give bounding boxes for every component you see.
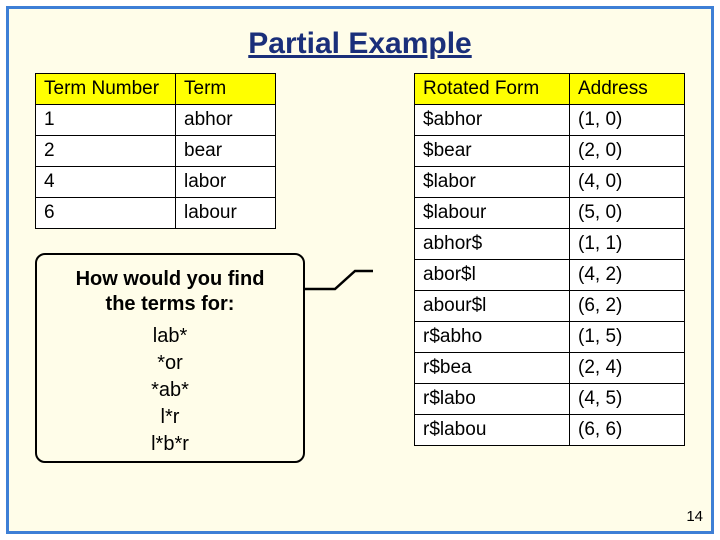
cell: (5, 0): [570, 198, 685, 229]
callout-line2: the terms for:: [106, 293, 235, 315]
page-number: 14: [686, 508, 703, 525]
table-row: $abhor(1, 0): [415, 105, 685, 136]
cell: bear: [176, 136, 276, 167]
pattern-item: lab*: [51, 323, 289, 350]
cell: $labor: [415, 167, 570, 198]
table-header-row: Term Number Term: [36, 74, 276, 105]
pattern-item: *or: [51, 350, 289, 377]
cell: (1, 5): [570, 322, 685, 353]
table-row: r$bea(2, 4): [415, 353, 685, 384]
table-row: r$abho(1, 5): [415, 322, 685, 353]
cell: (4, 5): [570, 384, 685, 415]
table-row: abour$l(6, 2): [415, 291, 685, 322]
cell: $labour: [415, 198, 570, 229]
cell: r$labo: [415, 384, 570, 415]
table-row: 6labour: [36, 198, 276, 229]
callout-patterns: lab* *or *ab* l*r l*b*r: [51, 323, 289, 458]
cell: labour: [176, 198, 276, 229]
table-row: 1abhor: [36, 105, 276, 136]
cell: r$labou: [415, 415, 570, 446]
col-address: Address: [570, 74, 685, 105]
callout-connector-icon: [305, 259, 375, 299]
table-row: abhor$(1, 1): [415, 229, 685, 260]
rotated-table: Rotated Form Address $abhor(1, 0) $bear(…: [414, 73, 685, 446]
callout-line1: How would you find: [76, 268, 265, 290]
cell: (2, 0): [570, 136, 685, 167]
pattern-item: l*b*r: [51, 431, 289, 458]
table-row: 4labor: [36, 167, 276, 198]
cell: r$abho: [415, 322, 570, 353]
terms-table: Term Number Term 1abhor 2bear 4labor 6la…: [35, 73, 276, 229]
table-row: r$labou(6, 6): [415, 415, 685, 446]
table-row: 2bear: [36, 136, 276, 167]
cell: r$bea: [415, 353, 570, 384]
pattern-item: l*r: [51, 404, 289, 431]
cell: abour$l: [415, 291, 570, 322]
cell: (1, 1): [570, 229, 685, 260]
table-row: $bear(2, 0): [415, 136, 685, 167]
table-header-row: Rotated Form Address: [415, 74, 685, 105]
page-title: Partial Example: [9, 9, 711, 73]
cell: (6, 6): [570, 415, 685, 446]
cell: 4: [36, 167, 176, 198]
cell: (4, 0): [570, 167, 685, 198]
cell: 2: [36, 136, 176, 167]
question-callout: How would you find the terms for: lab* *…: [35, 253, 305, 463]
cell: (1, 0): [570, 105, 685, 136]
cell: $abhor: [415, 105, 570, 136]
cell: abor$l: [415, 260, 570, 291]
cell: 6: [36, 198, 176, 229]
cell: (2, 4): [570, 353, 685, 384]
pattern-item: *ab*: [51, 377, 289, 404]
col-term: Term: [176, 74, 276, 105]
content-area: Term Number Term 1abhor 2bear 4labor 6la…: [9, 73, 711, 513]
cell: 1: [36, 105, 176, 136]
table-row: $labor(4, 0): [415, 167, 685, 198]
cell: abhor: [176, 105, 276, 136]
cell: abhor$: [415, 229, 570, 260]
col-term-number: Term Number: [36, 74, 176, 105]
slide-frame: Partial Example Term Number Term 1abhor …: [6, 6, 714, 534]
table-row: abor$l(4, 2): [415, 260, 685, 291]
col-rotated-form: Rotated Form: [415, 74, 570, 105]
table-row: r$labo(4, 5): [415, 384, 685, 415]
cell: labor: [176, 167, 276, 198]
cell: (6, 2): [570, 291, 685, 322]
callout-question: How would you find the terms for:: [51, 267, 289, 317]
table-row: $labour(5, 0): [415, 198, 685, 229]
cell: $bear: [415, 136, 570, 167]
cell: (4, 2): [570, 260, 685, 291]
